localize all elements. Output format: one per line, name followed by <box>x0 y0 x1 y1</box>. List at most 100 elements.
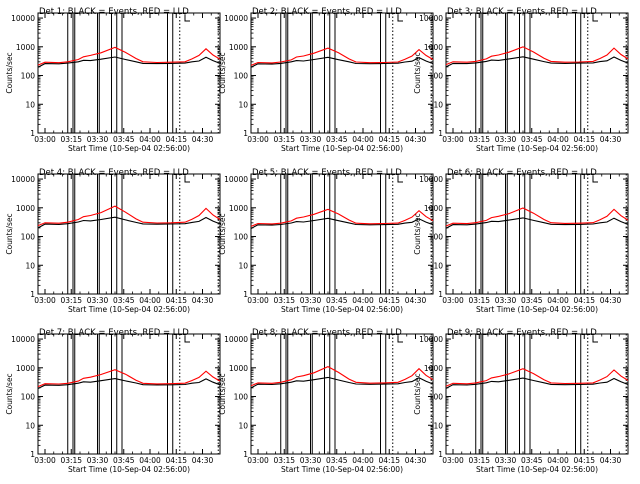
detector-panel-6: Det 6: BLACK = Events, RED = LLD 1 10 100 10… <box>413 168 629 314</box>
x-tick-label: 04:15 <box>378 296 400 305</box>
lld-series-line <box>37 205 221 227</box>
x-axis-label: Start Time (10-Sep-04 02:56:00) <box>476 465 598 474</box>
y-tick-label: 100 <box>429 393 444 402</box>
y-tick-label: 100 <box>234 72 249 81</box>
x-tick-label: 04:30 <box>405 135 427 144</box>
corner-bracket <box>397 176 403 183</box>
y-tick-label: 10000 <box>224 175 248 184</box>
y-tick-label: 1000 <box>424 364 443 373</box>
x-tick-label: 04:30 <box>192 296 214 305</box>
x-axis-label: Start Time (10-Sep-04 02:56:00) <box>476 144 598 153</box>
x-tick-label: 03:00 <box>442 135 464 144</box>
x-tick-label: 03:00 <box>34 456 56 465</box>
events-series-line <box>37 378 221 389</box>
x-tick-label: 03:00 <box>442 456 464 465</box>
y-tick-label: 100 <box>234 233 249 242</box>
y-tick-label: 10000 <box>224 335 248 344</box>
x-axis-label: Start Time (10-Sep-04 02:56:00) <box>476 305 598 314</box>
x-tick-label: 03:15 <box>60 456 82 465</box>
panel-title: Det 7: BLACK = Events, RED = LLD <box>39 328 189 338</box>
y-tick-label: 100 <box>21 233 36 242</box>
y-tick-label: 1 <box>438 450 443 459</box>
events-series-line <box>445 377 629 389</box>
y-tick-label: 10 <box>238 421 248 430</box>
events-series-line <box>250 376 434 389</box>
x-tick-label: 03:15 <box>273 135 295 144</box>
y-tick-label: 10000 <box>224 14 248 23</box>
y-tick-label: 10 <box>433 261 443 270</box>
plot-frame <box>37 173 221 295</box>
x-axis-label: Start Time (10-Sep-04 02:56:00) <box>281 465 403 474</box>
x-tick-label: 03:15 <box>468 296 490 305</box>
detector-panel-5: Det 5: BLACK = Events, RED = LLD 1 10 100 10… <box>218 168 434 314</box>
x-tick-label: 04:00 <box>547 296 569 305</box>
y-tick-label: 10000 <box>419 335 443 344</box>
panel-title: Det 1: BLACK = Events, RED = LLD <box>39 7 189 17</box>
y-axis-label: Counts/sec <box>218 213 227 254</box>
corner-bracket <box>184 336 190 343</box>
y-tick-label: 1000 <box>424 43 443 52</box>
y-tick-label: 10 <box>238 100 248 109</box>
x-tick-label: 04:00 <box>352 296 374 305</box>
x-tick-label: 04:00 <box>547 456 569 465</box>
y-tick-label: 1 <box>30 129 35 138</box>
detector-panel-7: Det 7: BLACK = Events, RED = LLD 1 10 100 10… <box>5 328 221 474</box>
x-tick-label: 04:15 <box>573 456 595 465</box>
x-tick-label: 03:45 <box>521 135 543 144</box>
x-tick-label: 04:30 <box>600 135 622 144</box>
events-series-line <box>445 217 629 229</box>
y-tick-label: 10000 <box>419 14 443 23</box>
detector-panel-9: Det 9: BLACK = Events, RED = LLD 1 10 100 10… <box>413 328 629 474</box>
panel-title: Det 8: BLACK = Events, RED = LLD <box>252 328 402 338</box>
detector-panel-8: Det 8: BLACK = Events, RED = LLD 1 10 100 10… <box>218 328 434 474</box>
x-tick-label: 03:15 <box>468 135 490 144</box>
y-axis-label: Counts/sec <box>413 213 422 254</box>
x-tick-label: 04:15 <box>165 135 187 144</box>
y-tick-label: 10 <box>433 421 443 430</box>
y-tick-label: 10 <box>25 261 35 270</box>
y-axis-label: Counts/sec <box>218 52 227 93</box>
x-tick-label: 04:00 <box>352 135 374 144</box>
x-tick-label: 03:45 <box>326 456 348 465</box>
x-tick-label: 03:30 <box>495 135 517 144</box>
y-tick-label: 100 <box>429 72 444 81</box>
x-tick-label: 03:45 <box>113 135 135 144</box>
x-tick-label: 03:30 <box>300 456 322 465</box>
x-tick-label: 03:15 <box>273 296 295 305</box>
lld-series-line <box>250 47 434 66</box>
x-tick-label: 03:45 <box>521 296 543 305</box>
y-tick-label: 1 <box>438 290 443 299</box>
x-tick-label: 03:00 <box>247 135 269 144</box>
lld-series-line <box>37 369 221 388</box>
y-tick-label: 100 <box>21 72 36 81</box>
y-axis-label: Counts/sec <box>218 373 227 414</box>
x-tick-label: 03:00 <box>247 456 269 465</box>
detector-panel-2: Det 2: BLACK = Events, RED = LLD 1 10 100 10… <box>218 7 434 153</box>
x-tick-label: 04:15 <box>573 135 595 144</box>
x-tick-label: 03:45 <box>326 135 348 144</box>
x-tick-label: 04:15 <box>378 456 400 465</box>
x-tick-label: 03:15 <box>60 296 82 305</box>
panel-title: Det 4: BLACK = Events, RED = LLD <box>39 168 189 178</box>
plot-frame <box>37 333 221 455</box>
y-axis-label: Counts/sec <box>5 52 14 93</box>
x-axis-label: Start Time (10-Sep-04 02:56:00) <box>281 305 403 314</box>
events-series-line <box>37 216 221 229</box>
corner-bracket <box>397 336 403 343</box>
y-tick-label: 100 <box>21 393 36 402</box>
x-tick-label: 04:30 <box>405 296 427 305</box>
x-tick-label: 03:30 <box>300 135 322 144</box>
y-axis-label: Counts/sec <box>5 213 14 254</box>
events-series-line <box>250 217 434 229</box>
events-series-line <box>445 56 629 68</box>
y-tick-label: 1 <box>243 129 248 138</box>
plot-frame <box>250 12 434 134</box>
x-axis-label: Start Time (10-Sep-04 02:56:00) <box>68 144 190 153</box>
y-tick-label: 1000 <box>229 204 248 213</box>
detector-panel-3: Det 3: BLACK = Events, RED = LLD 1 10 100 10… <box>413 7 629 153</box>
lld-series-line <box>37 46 221 66</box>
y-tick-label: 1000 <box>229 364 248 373</box>
x-axis-label: Start Time (10-Sep-04 02:56:00) <box>68 305 190 314</box>
x-tick-label: 03:00 <box>442 296 464 305</box>
